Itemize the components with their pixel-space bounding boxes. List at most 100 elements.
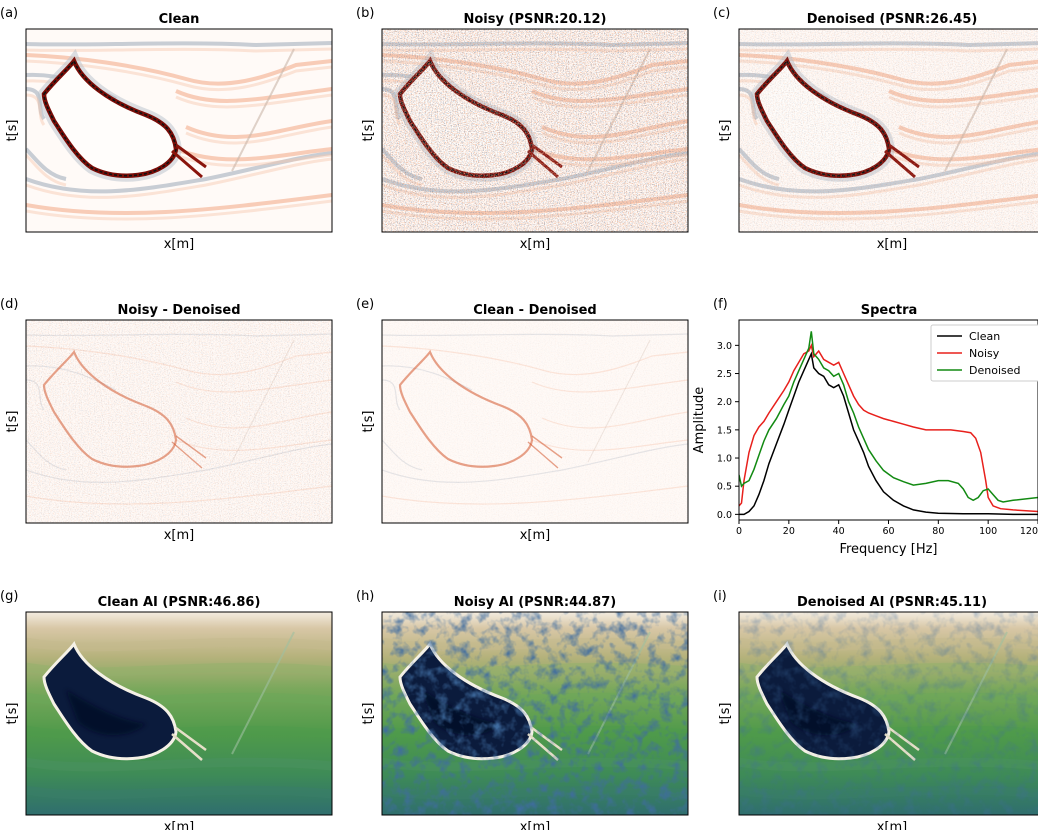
noise-layer xyxy=(382,320,688,523)
horizon-reflector xyxy=(26,193,332,216)
horizon-reflector xyxy=(175,93,332,109)
x-axis-label: x[m] xyxy=(164,528,195,543)
x-tick-label: 20 xyxy=(783,526,795,537)
salt-wing xyxy=(171,143,207,179)
x-axis-label: x[m] xyxy=(520,820,551,830)
panel-c: (c) Denoised (PSNR:26.45) x[m] t[s] xyxy=(713,6,1038,252)
panel-title: Clean - Denoised xyxy=(473,303,596,318)
y-tick-label: 0.0 xyxy=(717,510,732,521)
panel-image xyxy=(738,28,1038,233)
panel-image xyxy=(738,611,1038,816)
y-axis-label: t[s] xyxy=(361,702,376,724)
panel-image xyxy=(25,28,333,233)
panel-h: (h) Noisy AI (PSNR:44.87) x[m] t[s] xyxy=(356,589,689,830)
y-tick-label: 1.0 xyxy=(717,454,732,465)
y-tick-label: 2.5 xyxy=(717,369,732,380)
y-axis-label: Amplitude xyxy=(692,387,707,454)
panel-title: Noisy AI (PSNR:44.87) xyxy=(454,595,616,610)
x-axis-label: x[m] xyxy=(164,820,195,830)
fault-line xyxy=(231,631,295,755)
spectra-panel: (f) Spectra 0 20 40 60 80 100 120 0.0 0.5 1.0 1.5 2.0… xyxy=(692,297,1038,557)
horizon-reflector xyxy=(26,41,332,48)
chart-title: Spectra xyxy=(861,303,918,318)
noise-layer xyxy=(26,320,332,523)
axes-frame xyxy=(25,28,333,233)
horizon-reflector xyxy=(185,125,332,145)
legend-label: Noisy xyxy=(969,347,1000,360)
axes-frame xyxy=(738,28,1038,233)
x-axis-label: x[m] xyxy=(164,237,195,252)
y-axis-label: t[s] xyxy=(718,119,733,141)
panel-title: Noisy - Denoised xyxy=(117,303,240,318)
y-tick-label: 3.0 xyxy=(717,341,732,352)
axes-frame xyxy=(25,319,333,524)
x-tick-label: 40 xyxy=(833,526,845,537)
panel-title: Clean xyxy=(159,12,200,27)
x-tick-label: 60 xyxy=(882,526,894,537)
salt-body-outline-core xyxy=(43,59,177,177)
horizon-reflector xyxy=(26,47,332,53)
y-axis-label: t[s] xyxy=(5,119,20,141)
horizon-reflector xyxy=(175,153,332,167)
y-axis-label: t[s] xyxy=(5,410,20,432)
panel-letter: (g) xyxy=(0,589,18,604)
panel-letter: (d) xyxy=(0,297,18,312)
noise-layer xyxy=(739,29,1038,232)
horizon-reflector xyxy=(26,93,46,126)
horizon-reflector xyxy=(26,151,332,194)
panel-letter: (i) xyxy=(713,589,727,604)
panel-b: (b) Noisy (PSNR:20.12) x[m] t[s] xyxy=(356,6,689,252)
series-line-noisy xyxy=(739,343,1038,513)
horizon-reflector xyxy=(185,119,332,139)
ai-layer-band xyxy=(26,637,332,652)
axes-frame xyxy=(381,319,689,524)
y-axis-label: t[s] xyxy=(5,702,20,724)
panel-image xyxy=(25,319,333,524)
axes-frame xyxy=(738,611,1038,816)
legend: Clean Noisy Denoised xyxy=(930,324,1038,382)
panel-letter: (f) xyxy=(713,297,728,312)
x-axis-label: x[m] xyxy=(877,237,908,252)
x-axis-label: x[m] xyxy=(520,237,551,252)
panel-image xyxy=(381,28,689,233)
panel-title: Denoised AI (PSNR:45.11) xyxy=(797,595,987,610)
panel-letter: (e) xyxy=(356,297,374,312)
panel-image xyxy=(25,611,333,816)
panel-title: Clean AI (PSNR:46.86) xyxy=(98,595,261,610)
legend-box xyxy=(930,324,1038,382)
panel-d: (d) Noisy - Denoised x[m] t[s] xyxy=(0,297,333,543)
panel-title: Denoised (PSNR:26.45) xyxy=(807,12,978,27)
y-axis-label: t[s] xyxy=(361,119,376,141)
salt-body-core xyxy=(66,690,146,736)
fault-line xyxy=(231,48,295,172)
y-tick-label: 0.5 xyxy=(717,482,732,493)
horizon-reflector xyxy=(26,157,332,199)
legend-label: Denoised xyxy=(969,364,1020,377)
panel-letter: (h) xyxy=(356,589,374,604)
x-tick-label: 120 xyxy=(1020,526,1038,537)
horizon-reflector xyxy=(175,87,332,103)
horizon-reflector xyxy=(175,147,332,162)
x-tick-label: 0 xyxy=(736,526,742,537)
noise-layer xyxy=(382,29,688,232)
panel-image xyxy=(381,611,689,816)
noise-layer xyxy=(739,612,1038,815)
panel-title: Noisy (PSNR:20.12) xyxy=(464,12,607,27)
x-axis-label: x[m] xyxy=(520,528,551,543)
series-line-denoised xyxy=(739,331,1038,503)
panel-image xyxy=(381,319,689,524)
y-tick-label: 2.0 xyxy=(717,397,732,408)
panel-letter: (c) xyxy=(713,6,730,21)
panel-e: (e) Clean - Denoised x[m] t[s] xyxy=(356,297,689,543)
y-axis-label: t[s] xyxy=(361,410,376,432)
series-line-clean xyxy=(739,351,1038,516)
plot-area xyxy=(739,331,1038,516)
x-axis-label: Frequency [Hz] xyxy=(839,542,937,557)
panel-letter: (b) xyxy=(356,6,374,21)
axes-frame xyxy=(25,611,333,816)
ai-layer-band xyxy=(26,757,332,772)
horizon-reflector xyxy=(26,199,332,221)
axes-frame xyxy=(381,28,689,233)
axes-frame xyxy=(381,611,689,816)
